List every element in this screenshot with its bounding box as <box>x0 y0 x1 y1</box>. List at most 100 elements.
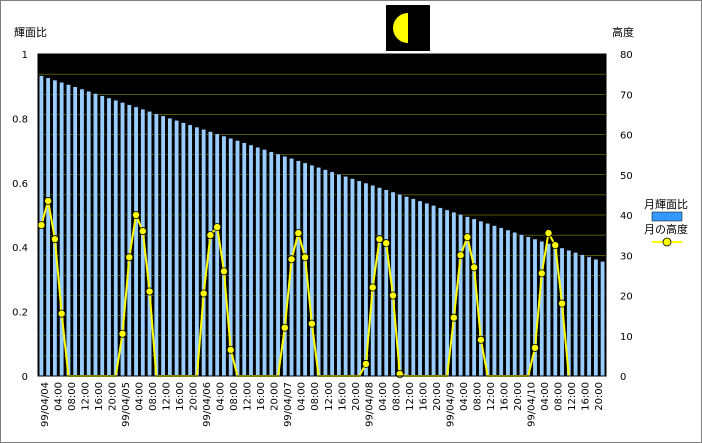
phase-bar <box>505 229 511 377</box>
altitude-line <box>40 200 570 377</box>
y-right-tick-label: 30 <box>620 251 633 262</box>
x-tick-label: 12:00 <box>567 382 578 411</box>
x-tick-label: 04:00 <box>378 382 389 411</box>
altitude-point <box>463 233 472 242</box>
altitude-point <box>531 343 540 352</box>
phase-bar <box>255 146 261 377</box>
altitude-point <box>37 221 46 230</box>
phase-bar <box>167 117 173 377</box>
phase-bar <box>262 149 267 377</box>
altitude-point <box>395 369 404 378</box>
phase-bar <box>235 140 240 377</box>
altitude-point <box>206 231 215 240</box>
x-tick-label: 20:00 <box>513 382 524 411</box>
x-tick-label: 04:00 <box>53 382 64 411</box>
phase-bar <box>451 211 457 377</box>
x-tick-label: 20:00 <box>270 382 281 411</box>
phase-bar <box>295 160 301 377</box>
x-tick-label: 04:00 <box>134 382 145 411</box>
phase-bar <box>214 133 220 377</box>
phase-bar <box>79 88 85 377</box>
x-tick-label: 16:00 <box>500 382 511 411</box>
x-tick-label: 08:00 <box>391 382 402 411</box>
x-tick-label: 99/04/05 <box>121 382 132 427</box>
altitude-point <box>280 323 289 332</box>
phase-bar <box>126 104 132 377</box>
phase-bar <box>498 227 504 377</box>
phase-bar <box>174 120 180 377</box>
y-left-tick-label: 0 <box>22 372 28 383</box>
y-right-tick-label: 20 <box>620 292 633 303</box>
y-right-tick-label: 80 <box>620 50 633 61</box>
altitude-point <box>476 335 485 344</box>
x-tick-label: 12:00 <box>162 382 173 411</box>
legend-swatch-phase <box>651 211 683 222</box>
x-tick-label: 08:00 <box>229 382 240 411</box>
x-tick-label: 99/04/10 <box>527 382 538 427</box>
x-tick-label: 20:00 <box>351 382 362 411</box>
altitude-point <box>470 263 479 272</box>
phase-bar <box>383 189 389 377</box>
phase-bar <box>65 84 71 377</box>
x-tick-label: 20:00 <box>594 382 605 411</box>
phase-bar <box>349 178 355 377</box>
x-tick-label: 16:00 <box>418 382 429 411</box>
altitude-point <box>456 251 465 260</box>
y-left-axis-title: 輝面比 <box>14 26 47 39</box>
phase-bar <box>160 115 166 377</box>
x-tick-label: 16:00 <box>256 382 267 411</box>
phase-bar <box>180 122 186 377</box>
altitude-point <box>199 289 208 298</box>
phase-bar <box>99 95 105 377</box>
axes: 輝面比 高度 00.20.40.60.810102030405060708099… <box>12 25 634 427</box>
phase-bar <box>187 124 193 377</box>
legend-marker-altitude <box>662 237 672 247</box>
y-right-tick-label: 50 <box>620 171 633 182</box>
y-left-tick-label: 0.6 <box>12 179 28 190</box>
y-left-tick-label: 0.8 <box>12 114 28 125</box>
y-left-tick-label: 1 <box>22 50 28 61</box>
x-tick-label: 16:00 <box>337 382 348 411</box>
phase-bar <box>133 106 139 377</box>
phase-bar <box>309 164 315 377</box>
altitude-point <box>50 235 59 244</box>
legend-label-phase: 月輝面比 <box>644 198 688 211</box>
phase-bar <box>45 77 51 377</box>
altitude-point <box>226 345 235 354</box>
altitude-point <box>44 196 53 205</box>
x-tick-label: 99/04/08 <box>364 382 375 427</box>
phase-bar <box>424 202 430 377</box>
altitude-point <box>558 299 567 308</box>
altitude-point <box>537 269 546 278</box>
phase-bar <box>343 176 349 377</box>
phase-bar <box>329 171 335 377</box>
altitude-point <box>301 253 310 262</box>
altitude-point <box>132 210 141 219</box>
phase-bar <box>316 167 322 377</box>
phase-bar <box>573 252 579 377</box>
x-tick-label: 16:00 <box>94 382 105 411</box>
phase-bar <box>546 243 551 377</box>
altitude-point <box>307 319 316 328</box>
phase-bar <box>322 169 328 377</box>
altitude-point <box>213 223 222 232</box>
x-tick-label: 20:00 <box>432 382 443 411</box>
phase-bar <box>86 90 92 377</box>
phase-bar <box>377 187 382 377</box>
phase-bar <box>356 180 362 377</box>
phase-bar <box>519 234 524 377</box>
x-tick-label: 04:00 <box>297 382 308 411</box>
legend-label-altitude: 月の高度 <box>644 222 688 236</box>
x-tick-label: 08:00 <box>310 382 321 411</box>
phase-bar <box>485 223 491 377</box>
altitude-point <box>361 359 370 368</box>
x-tick-label: 20:00 <box>107 382 118 411</box>
x-tick-label: 12:00 <box>80 382 91 411</box>
x-tick-label: 08:00 <box>554 382 565 411</box>
altitude-point <box>368 283 377 292</box>
phase-bar <box>444 209 450 377</box>
phase-bar <box>410 198 416 377</box>
altitude-point <box>544 229 553 238</box>
x-tick-label: 99/04/06 <box>202 382 213 427</box>
